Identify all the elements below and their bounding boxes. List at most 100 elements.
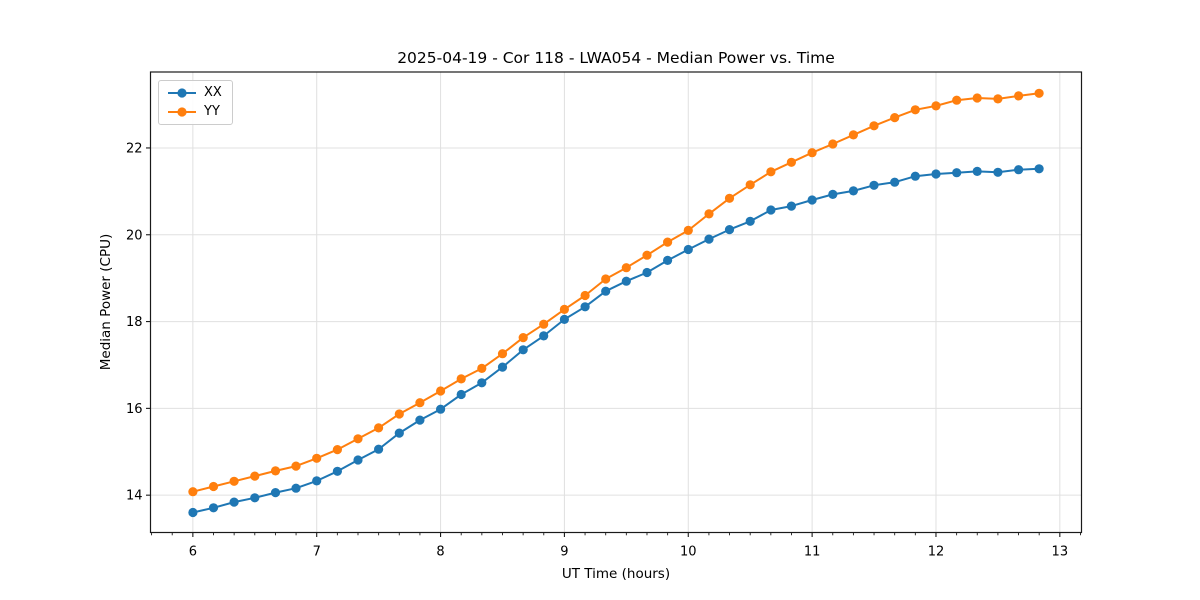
y-tick-label: 22 — [126, 141, 143, 156]
data-point-xx — [456, 389, 466, 400]
data-point-xx — [745, 216, 755, 226]
data-point-yy — [1014, 91, 1024, 101]
data-point-xx — [910, 171, 920, 181]
data-point-yy — [312, 453, 322, 463]
data-point-yy — [332, 445, 342, 455]
data-point-xx — [374, 444, 384, 454]
labels-layer: 2025-04-19 - Cor 118 - LWA054 - Median P… — [98, 49, 835, 582]
data-point-xx — [993, 167, 1003, 177]
data-point-xx — [497, 362, 508, 372]
series-yy — [188, 88, 1044, 497]
data-point-yy — [704, 209, 714, 219]
data-point-yy — [580, 290, 590, 301]
data-point-yy — [415, 398, 425, 408]
y-tick-label: 20 — [126, 228, 143, 243]
data-point-yy — [745, 180, 755, 190]
data-point-yy — [972, 93, 982, 103]
data-point-xx — [931, 169, 941, 179]
data-point-xx — [663, 255, 673, 265]
data-point-xx — [312, 476, 322, 486]
data-point-xx — [601, 286, 611, 296]
data-point-xx — [848, 186, 859, 196]
data-point-xx — [972, 166, 982, 176]
data-point-yy — [766, 167, 776, 177]
data-point-yy — [208, 481, 219, 492]
data-point-yy — [952, 95, 962, 105]
data-point-yy — [497, 349, 508, 359]
data-point-xx — [270, 488, 281, 498]
legend: XX YY — [158, 80, 233, 125]
data-point-yy — [250, 471, 260, 481]
x-axis-label: UT Time (hours) — [562, 566, 670, 582]
axes-spines — [149, 71, 1083, 534]
data-point-yy — [869, 121, 879, 131]
data-point-xx — [683, 244, 693, 255]
data-point-yy — [807, 148, 817, 158]
x-tick-label: 13 — [1052, 545, 1069, 560]
legend-label: YY — [204, 104, 220, 119]
data-point-xx — [518, 345, 528, 355]
legend-item-xx: XX — [167, 86, 222, 100]
data-point-yy — [539, 319, 549, 329]
data-point-xx — [436, 404, 446, 414]
series-layer — [188, 88, 1044, 518]
legend-marker — [177, 88, 187, 98]
plot-border — [149, 71, 1083, 534]
data-point-yy — [229, 476, 239, 486]
grid-layer — [150, 72, 1082, 533]
data-point-yy — [1034, 88, 1044, 98]
data-point-yy — [518, 333, 528, 343]
y-tick-label: 16 — [126, 402, 143, 417]
x-tick-label: 9 — [560, 545, 568, 560]
y-tick-label: 14 — [126, 489, 143, 504]
data-point-yy — [993, 94, 1003, 104]
tick-layer: 6 7 8 9 10 11 12 13 14 16 18 20 22 — [126, 141, 1081, 560]
data-point-xx — [724, 225, 735, 235]
data-point-xx — [1014, 165, 1024, 175]
data-point-yy — [456, 374, 466, 384]
data-point-yy — [394, 409, 404, 419]
y-tick-label: 18 — [126, 315, 143, 330]
data-point-yy — [642, 250, 652, 260]
data-point-xx — [766, 205, 776, 215]
data-point-yy — [291, 461, 301, 471]
data-point-xx — [229, 497, 239, 507]
data-point-yy — [931, 101, 941, 111]
data-point-xx — [869, 180, 879, 190]
data-point-xx — [704, 234, 714, 244]
data-point-yy — [270, 466, 281, 476]
data-point-yy — [786, 157, 797, 167]
data-point-xx — [394, 428, 404, 438]
data-point-yy — [621, 263, 631, 273]
data-point-xx — [291, 483, 301, 493]
x-tick-label: 10 — [680, 545, 697, 560]
data-point-yy — [188, 487, 198, 497]
legend-marker — [177, 107, 187, 117]
data-point-xx — [807, 195, 817, 205]
x-tick-label: 11 — [804, 545, 821, 560]
data-point-xx — [621, 276, 631, 286]
data-point-yy — [724, 193, 735, 203]
data-point-xx — [477, 378, 487, 388]
series-xx — [188, 164, 1044, 518]
data-point-yy — [663, 237, 673, 247]
data-point-xx — [952, 168, 962, 178]
data-point-xx — [415, 415, 425, 425]
data-point-xx — [208, 503, 219, 513]
data-point-yy — [828, 139, 838, 149]
data-point-xx — [539, 331, 549, 341]
data-point-xx — [890, 177, 900, 187]
y-axis-label: Median Power (CPU) — [98, 234, 114, 370]
data-point-yy — [436, 386, 446, 396]
data-point-xx — [353, 455, 363, 465]
data-point-yy — [477, 363, 487, 373]
data-point-xx — [828, 189, 838, 199]
data-point-xx — [332, 466, 342, 476]
legend-item-yy: YY — [167, 105, 222, 119]
legend-line-sample — [168, 88, 196, 98]
data-point-xx — [642, 267, 652, 278]
data-point-xx — [1034, 164, 1044, 174]
data-point-yy — [683, 225, 693, 235]
